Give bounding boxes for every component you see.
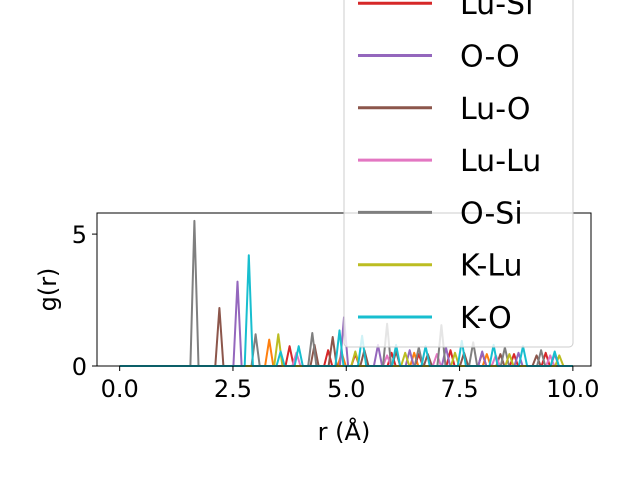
x-tick-label: 0.0 xyxy=(101,375,139,403)
y-axis-label: g(r) xyxy=(34,268,62,312)
legend-entry-label: K-Lu xyxy=(460,249,523,284)
legend-box xyxy=(343,0,574,348)
x-tick-label: 7.5 xyxy=(440,375,478,403)
y-tick-label: 5 xyxy=(72,221,87,249)
legend-entry-label: Lu-Lu xyxy=(460,144,541,179)
y-tick-label: 0 xyxy=(72,353,87,381)
x-tick-label: 5.0 xyxy=(327,375,365,403)
series-line-lu-si xyxy=(119,345,573,367)
x-axis-ticks: 0.0 2.5 5.0 7.5 10.0 xyxy=(101,366,600,403)
legend: Lu-Si O-O Lu-O Lu-Lu O-Si K-Lu K-O xyxy=(343,0,574,348)
legend-entry-label: O-O xyxy=(460,40,520,75)
legend-entry-label: K-O xyxy=(460,301,512,336)
legend-entry-label: Lu-O xyxy=(460,92,530,127)
x-axis-label: r (Å) xyxy=(318,417,371,446)
legend-entry-label: O-Si xyxy=(460,196,523,231)
x-tick-label: 2.5 xyxy=(214,375,252,403)
series-line-lu-lu xyxy=(119,351,573,367)
x-tick-label: 10.0 xyxy=(546,375,599,403)
y-axis-ticks: 05 xyxy=(72,221,97,381)
legend-entry-label: Lu-Si xyxy=(460,0,533,22)
